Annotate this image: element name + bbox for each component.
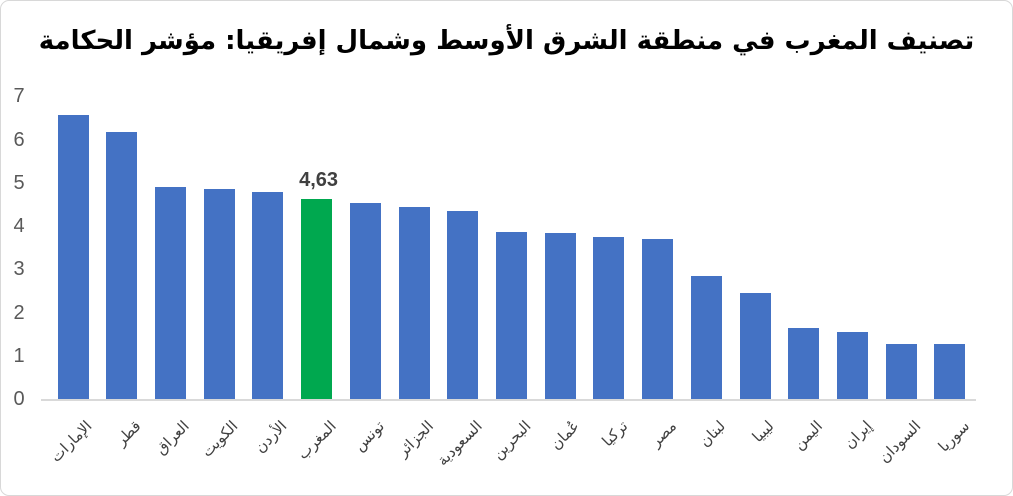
y-tick-label: 4 <box>13 215 25 237</box>
y-tick-label: 6 <box>13 128 25 151</box>
bar <box>203 189 235 399</box>
category-label: قطر <box>112 417 145 450</box>
category-label: عُمان <box>547 417 583 454</box>
bar <box>252 191 284 399</box>
bar <box>349 203 381 399</box>
bar <box>154 186 186 399</box>
bar <box>642 239 674 399</box>
category-label: الكويت <box>198 417 242 461</box>
y-tick-label: 0 <box>13 388 25 410</box>
category-label: البحرين <box>489 417 535 463</box>
category-label: الجزائر <box>394 417 437 461</box>
bar <box>788 327 820 399</box>
x-axis-line <box>41 399 976 401</box>
bar-value-label: 4,63 <box>299 168 339 191</box>
bar <box>57 114 89 399</box>
y-tick-label: 3 <box>13 258 25 281</box>
category-label: السودان <box>875 417 924 467</box>
y-tick-label: 1 <box>13 344 25 367</box>
bar <box>544 233 576 399</box>
bar <box>739 293 771 399</box>
category-label: الإمارات <box>47 417 96 466</box>
category-label: تركيا <box>599 417 632 451</box>
bar-highlight <box>301 198 333 399</box>
y-tick-label: 5 <box>13 171 25 194</box>
category-label: الأردن <box>251 417 291 457</box>
category-label: إيران <box>840 417 876 453</box>
category-label: المغرب <box>294 417 340 463</box>
bar <box>934 343 966 399</box>
category-label: العراق <box>152 417 194 459</box>
category-label: مصر <box>647 417 681 451</box>
bar <box>398 206 430 399</box>
bar <box>106 131 138 399</box>
category-label: لبنان <box>696 417 730 451</box>
chart-title: تصنيف المغرب في منطقة الشرق الأوسط وشمال… <box>38 26 975 56</box>
category-label: تونس <box>351 417 389 455</box>
bar <box>690 276 722 399</box>
bar <box>495 232 527 399</box>
bar <box>837 331 869 399</box>
bar <box>593 236 625 399</box>
bar <box>885 343 917 399</box>
category-label: اليمن <box>790 417 827 454</box>
bar <box>447 210 479 399</box>
category-label: السعودية <box>433 417 486 470</box>
category-label: ليبيا <box>749 417 778 446</box>
category-label: سوريا <box>934 417 973 456</box>
y-tick-label: 7 <box>13 85 25 108</box>
y-tick-label: 2 <box>13 301 25 324</box>
